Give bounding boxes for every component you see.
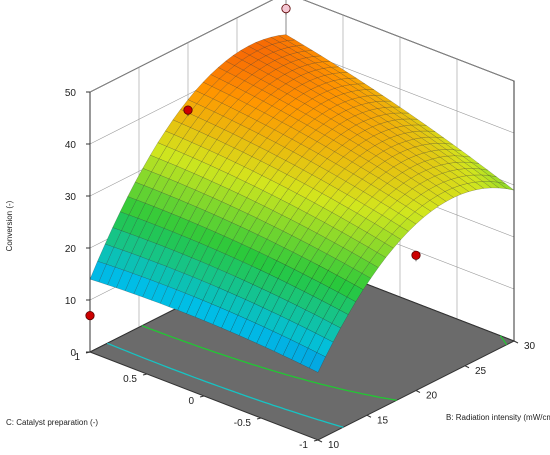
response-surface bbox=[89, 34, 515, 373]
y-axis-label: C: Catalyst preparation (-) bbox=[6, 418, 98, 427]
y-tick-label: -1 bbox=[299, 440, 308, 451]
x-tick-label: 20 bbox=[426, 391, 438, 402]
x-tick-label: 30 bbox=[524, 341, 536, 352]
box-front-edges bbox=[89, 81, 515, 352]
x-tick-label: 25 bbox=[475, 366, 487, 377]
contour-line-30 bbox=[141, 325, 508, 401]
y-tick-label: -0.5 bbox=[234, 418, 252, 429]
z-axis-label: Conversion (-) bbox=[5, 200, 14, 251]
z-tick-label: 20 bbox=[65, 244, 77, 255]
x-tick-mark bbox=[415, 390, 421, 393]
y-tick-mark bbox=[256, 417, 262, 420]
contour-line-20 bbox=[107, 342, 344, 428]
x-tick-label: 10 bbox=[328, 440, 340, 451]
x-tick-mark bbox=[317, 439, 323, 443]
design-point bbox=[183, 105, 193, 115]
z-gridline bbox=[89, 0, 515, 93]
y-tick-mark bbox=[85, 351, 91, 354]
z-tick-label: 40 bbox=[65, 140, 77, 151]
design-point bbox=[85, 310, 95, 321]
x-tick-mark bbox=[464, 365, 470, 369]
design-point bbox=[411, 250, 421, 260]
y-tick-mark bbox=[199, 395, 205, 398]
x-axis-label: B: Radiation intensity (mW/cm2) bbox=[446, 413, 550, 422]
x-tick-label: 15 bbox=[377, 415, 389, 426]
y-tick-label: 0.5 bbox=[123, 374, 137, 385]
z-tick-label: 30 bbox=[65, 192, 77, 203]
axis-ticks: 0 10 20 30 40 50 -1 -0.5 0 0.5 1 10 15 20 25 30 bbox=[65, 88, 536, 451]
x-tick-mark bbox=[513, 340, 519, 344]
z-tick-label: 0 bbox=[70, 348, 76, 359]
x-tick-mark bbox=[366, 414, 372, 418]
z-tick-label: 10 bbox=[65, 296, 77, 307]
surface-cell bbox=[89, 261, 107, 283]
y-tick-mark bbox=[142, 373, 148, 376]
design-points bbox=[85, 4, 421, 322]
y-tick-label: 1 bbox=[74, 352, 80, 363]
design-point bbox=[281, 4, 291, 14]
y-tick-label: 0 bbox=[188, 396, 194, 407]
z-tick-label: 50 bbox=[65, 88, 77, 99]
y-tick-mark bbox=[313, 439, 319, 442]
